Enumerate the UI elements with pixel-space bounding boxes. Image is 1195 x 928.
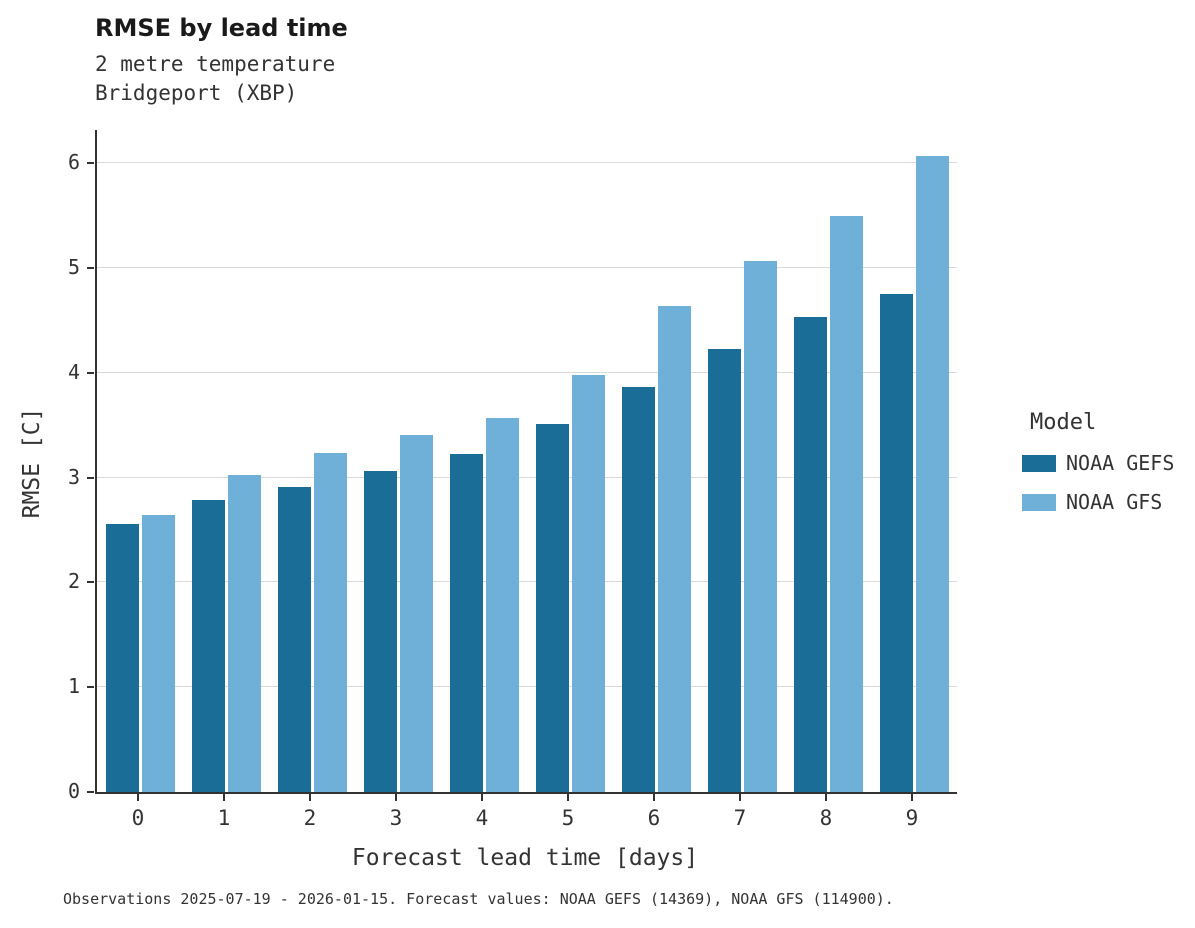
y-tick-mark-0 [87,791,94,793]
legend-entries: NOAA GEFS NOAA GFS [1022,451,1174,514]
x-tick-label-1: 1 [217,806,231,830]
bar-gefs-3 [363,471,397,792]
legend-entry-1: NOAA GFS [1022,490,1174,514]
y-tick-label-1: 1 [67,674,80,699]
x-tick-label-4: 4 [475,806,489,830]
x-tick-mark-8 [825,794,827,801]
x-tick-label-3: 3 [389,806,403,830]
y-tick-label-5: 5 [67,254,80,279]
gridline-y-3 [97,476,957,478]
y-tick-mark-6 [87,162,94,164]
subtitle-line-1: 2 metre temperature [95,52,336,76]
bar-gfs-7 [743,260,777,792]
bar-gefs-7 [707,348,741,792]
x-tick-mark-0 [137,794,139,801]
legend-swatch-1 [1022,493,1056,511]
bar-gfs-1 [227,475,261,792]
bar-gefs-2 [277,486,311,792]
bar-gfs-4 [485,417,519,792]
legend-label-0: NOAA GEFS [1066,451,1175,475]
x-tick-mark-4 [481,794,483,801]
chart-title: RMSE by lead time [95,14,348,42]
y-tick-label-4: 4 [67,359,80,384]
bar-gefs-9 [879,294,913,792]
bar-gfs-0 [141,515,175,792]
plot-area [95,130,957,794]
bar-gefs-1 [191,499,225,792]
bar-gefs-4 [449,454,483,792]
gridline-y-4 [97,371,957,373]
x-tick-mark-2 [309,794,311,801]
x-tick-mark-7 [739,794,741,801]
x-axis-label: Forecast lead time [days] [351,845,699,871]
y-tick-mark-2 [87,581,94,584]
x-tick-label-7: 7 [733,806,747,830]
gridline-y-5 [97,266,957,268]
legend: Model NOAA GEFS NOAA GFS [1022,410,1174,529]
y-tick-mark-5 [87,266,94,269]
legend-label-1: NOAA GFS [1066,490,1163,514]
legend-entry-0: NOAA GEFS [1022,451,1174,475]
bar-gfs-3 [399,434,433,792]
y-tick-label-6: 6 [67,150,80,174]
gridline-y-1 [97,686,957,688]
y-tick-label-2: 2 [67,569,80,594]
legend-swatch-0 [1022,454,1056,472]
y-tick-mark-3 [87,476,94,479]
x-tick-mark-1 [223,794,225,801]
y-tick-label-3: 3 [67,464,80,489]
bar-gfs-2 [313,453,347,792]
chart-subtitle: 2 metre temperature Bridgeport (XBP) [95,50,335,108]
bar-gfs-9 [915,155,949,792]
bar-gfs-5 [571,374,605,792]
x-tick-label-2: 2 [303,806,317,830]
gridline-y-6 [97,162,957,163]
x-tick-label-8: 8 [819,806,833,830]
x-tick-label-6: 6 [647,806,661,830]
bar-gefs-8 [793,317,827,792]
x-tick-mark-5 [567,794,569,801]
legend-title: Model [1030,410,1097,435]
x-tick-mark-3 [395,794,397,801]
x-tick-label-9: 9 [905,806,919,830]
x-tick-label-5: 5 [561,806,575,830]
y-tick-mark-1 [87,686,94,689]
x-tick-label-0: 0 [131,806,145,830]
y-tick-mark-4 [87,371,94,374]
chart-caption: Observations 2025-07-19 - 2026-01-15. Fo… [63,890,894,908]
bar-gfs-8 [829,216,863,792]
bar-gefs-5 [535,424,569,792]
bar-gefs-6 [621,387,655,792]
gridline-y-2 [97,581,957,583]
x-tick-mark-9 [911,794,913,801]
x-tick-mark-6 [653,794,655,801]
bar-gfs-6 [657,305,691,792]
subtitle-line-2: Bridgeport (XBP) [95,81,298,105]
bar-gefs-0 [105,523,139,792]
y-tick-label-0: 0 [67,779,80,803]
